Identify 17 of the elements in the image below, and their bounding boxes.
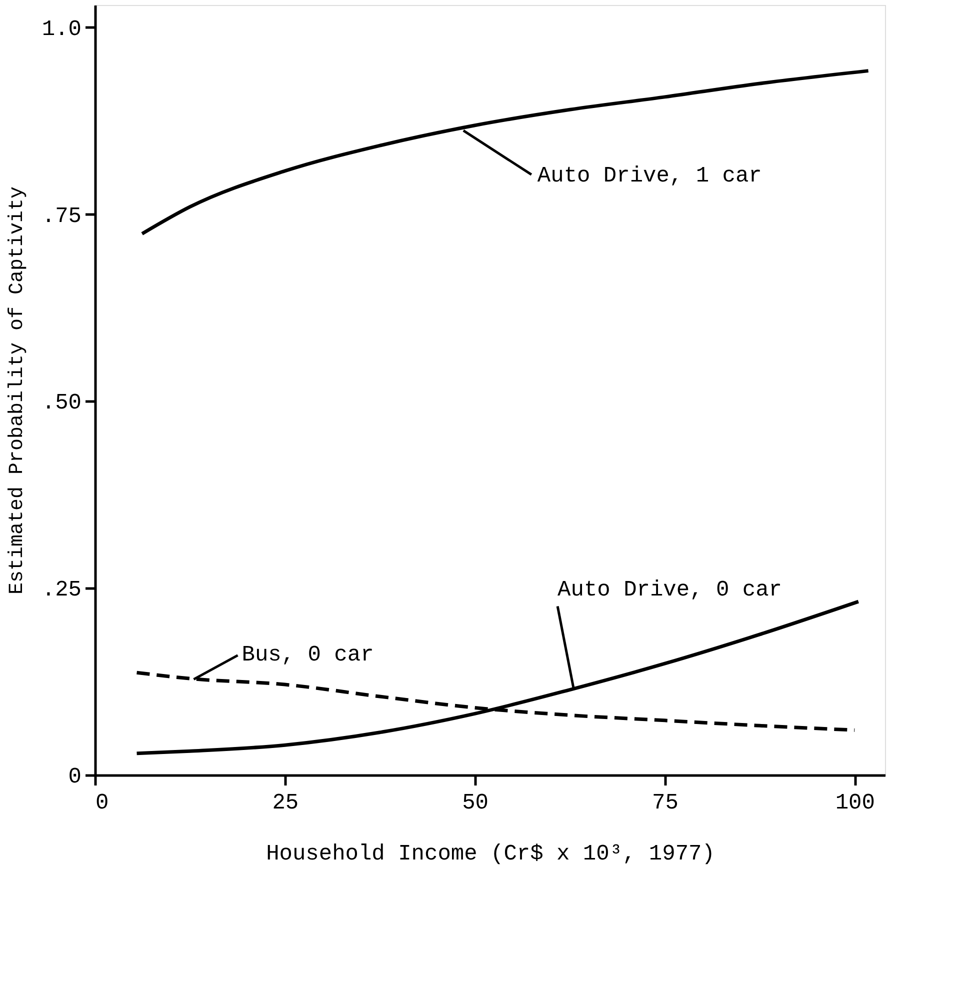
y-axis-title: Estimated Probability of Captivity — [6, 186, 29, 595]
x-tick-label: 75 — [652, 790, 678, 816]
x-tick-label: 50 — [462, 790, 489, 816]
x-tick-label: 0 — [96, 790, 109, 816]
x-axis-title: Household Income (Cr$ x 10³, 1977) — [266, 842, 715, 866]
annotation: Auto Drive, 1 car — [537, 164, 762, 189]
y-tick-label: .50 — [42, 390, 82, 416]
x-tick-label: 100 — [835, 790, 875, 816]
line-series — [135, 600, 860, 756]
line-series — [140, 69, 870, 236]
y-tick-label: .25 — [42, 578, 82, 603]
annotation: Auto Drive, 0 car — [558, 577, 782, 602]
y-tick-label: 0 — [68, 764, 82, 790]
annotation: Bus, 0 car — [242, 642, 374, 668]
x-tick-label: 25 — [272, 790, 299, 816]
y-tick-label: .75 — [42, 204, 82, 229]
y-tick-label: 1.0 — [42, 16, 82, 42]
